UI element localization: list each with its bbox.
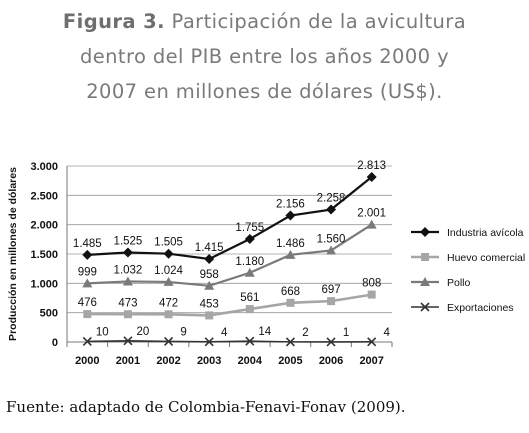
data-label-huevo-comercial: 808	[362, 278, 381, 290]
point-industria-avicola	[285, 210, 296, 221]
point-industria-avicola	[82, 249, 93, 260]
point-pollo	[285, 249, 296, 259]
data-label-pollo: 1.032	[114, 264, 143, 276]
point-pollo	[244, 267, 255, 277]
data-label-pollo: 958	[200, 269, 219, 281]
figure-caption: Figura 3. Participación de la avicultura…	[0, 4, 529, 109]
data-label-industria-avicola: 2.258	[317, 193, 346, 205]
point-pollo	[204, 280, 215, 290]
y-tick-label: 0	[52, 337, 58, 349]
series-line-industria-avicola	[87, 176, 373, 261]
figure-label: Figura 3.	[62, 10, 165, 33]
point-exportaciones	[245, 336, 255, 346]
point-exportaciones	[326, 337, 336, 347]
data-label-pollo: 1.024	[154, 265, 183, 277]
x-tick-label: 2004	[238, 355, 263, 367]
data-label-huevo-comercial: 473	[118, 297, 137, 309]
data-label-industria-avicola: 1.415	[195, 242, 224, 254]
point-pollo	[163, 276, 174, 286]
data-label-industria-avicola: 2.156	[276, 199, 305, 211]
source-note: Fuente: adaptado de Colombia-Fenavi-Fona…	[6, 398, 406, 416]
legend-label-pollo: Pollo	[447, 277, 471, 289]
data-label-huevo-comercial: 472	[159, 297, 178, 309]
point-pollo	[366, 219, 377, 229]
point-industria-avicola	[244, 234, 255, 245]
point-huevo-comercial	[164, 310, 173, 319]
data-label-industria-avicola: 1.525	[114, 236, 143, 248]
data-label-exportaciones: 14	[258, 326, 271, 338]
data-label-pollo: 1.180	[235, 256, 264, 268]
y-tick-label: 1.500	[30, 249, 58, 261]
y-tick-label: 2.000	[30, 220, 58, 232]
y-tick-label: 2.500	[30, 190, 58, 202]
point-pollo	[326, 245, 337, 255]
series-line-exportaciones	[87, 340, 372, 343]
y-tick-label: 500	[40, 308, 58, 320]
point-huevo-comercial	[245, 305, 254, 314]
point-exportaciones	[123, 336, 133, 346]
caption-line-2: dentro del PIB entre los años 2000 y	[79, 45, 450, 68]
data-label-industria-avicola: 1.505	[154, 237, 183, 249]
data-label-huevo-comercial: 453	[200, 298, 219, 310]
point-pollo	[82, 278, 93, 288]
caption-line-3: 2007 en millones de dólares (US$).	[86, 80, 443, 103]
data-label-exportaciones: 1	[343, 327, 349, 339]
point-industria-avicola	[366, 171, 377, 182]
data-label-pollo: 1.486	[276, 238, 305, 250]
x-tick-label: 2007	[359, 355, 383, 367]
legend-label-industria-avicola: Industria avícola	[447, 227, 524, 239]
point-industria-avicola	[204, 253, 215, 264]
point-pollo	[122, 276, 133, 286]
point-huevo-comercial	[286, 298, 295, 307]
data-label-exportaciones: 10	[96, 326, 109, 338]
x-tick-label: 2003	[197, 355, 221, 367]
point-exportaciones	[163, 336, 174, 347]
legend-label-huevo-comercial: Huevo comercial	[447, 252, 525, 264]
data-label-exportaciones: 2	[302, 327, 308, 339]
data-label-pollo: 2.001	[357, 208, 386, 220]
series-line-huevo-comercial	[87, 293, 372, 317]
data-label-exportaciones: 4	[383, 327, 390, 339]
data-label-industria-avicola: 1.755	[235, 222, 264, 234]
point-exportaciones	[367, 337, 377, 347]
legend-marker-huevo-comercial	[421, 253, 429, 261]
series-line-pollo	[87, 223, 373, 287]
data-label-industria-avicola: 1.485	[73, 238, 102, 250]
point-huevo-comercial	[205, 311, 214, 320]
legend-marker-industria-avicola	[420, 227, 430, 237]
line-chart: Producción en millones de dólares 0 500 1.0…	[7, 160, 525, 367]
point-industria-avicola	[122, 247, 133, 258]
y-axis-label: Producción en millones de dólares	[7, 167, 19, 341]
data-label-huevo-comercial: 668	[281, 286, 300, 298]
x-tick-label: 2006	[319, 355, 343, 367]
point-industria-avicola	[326, 204, 337, 215]
legend-marker-exportaciones	[420, 302, 430, 312]
x-tick-label: 2001	[116, 355, 140, 367]
caption-line-1: Participación de la avicultura	[171, 10, 467, 33]
data-label-industria-avicola: 2.813	[357, 160, 386, 172]
y-tick-label: 3.000	[30, 161, 58, 173]
legend-label-exportaciones: Exportaciones	[447, 302, 514, 314]
data-label-exportaciones: 4	[221, 327, 228, 339]
data-label-huevo-comercial: 561	[240, 292, 259, 304]
data-label-exportaciones: 9	[180, 326, 186, 338]
x-tick-label: 2000	[75, 355, 99, 367]
x-tick-label: 2005	[278, 355, 302, 367]
point-huevo-comercial	[367, 290, 376, 299]
y-tick-label: 1.000	[30, 278, 58, 290]
point-huevo-comercial	[123, 310, 132, 319]
data-label-pollo: 999	[78, 266, 97, 278]
data-label-huevo-comercial: 476	[78, 297, 97, 309]
point-exportaciones	[82, 336, 92, 346]
data-label-pollo: 1.560	[317, 233, 346, 245]
point-exportaciones	[204, 337, 214, 347]
legend-marker-pollo	[420, 277, 430, 286]
point-huevo-comercial	[327, 297, 336, 306]
point-huevo-comercial	[83, 310, 92, 319]
data-label-exportaciones: 20	[137, 326, 150, 338]
point-exportaciones	[285, 337, 296, 347]
x-tick-label: 2002	[156, 355, 180, 367]
point-industria-avicola	[163, 248, 174, 259]
data-label-huevo-comercial: 697	[321, 284, 340, 296]
